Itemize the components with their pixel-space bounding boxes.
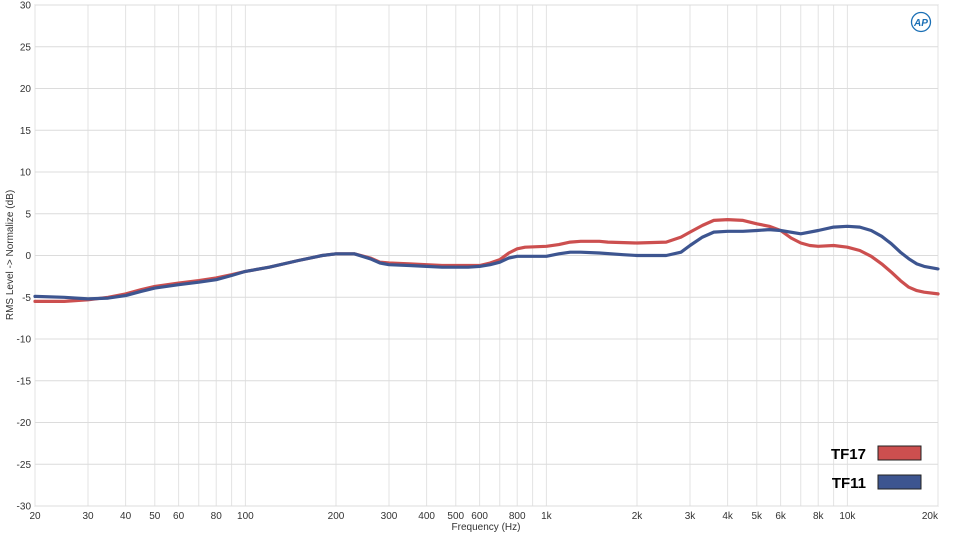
legend: TF17 TF11 bbox=[831, 445, 922, 492]
legend-swatch-tf17 bbox=[877, 445, 922, 461]
x-tick-label: 1k bbox=[541, 511, 553, 522]
x-tick-label: 500 bbox=[447, 511, 464, 522]
x-tick-label: 5k bbox=[751, 511, 763, 522]
ap-logo: AP bbox=[910, 11, 932, 33]
x-tick-label: 4k bbox=[722, 511, 734, 522]
y-axis-title: RMS Level -> Normalize (dB) bbox=[5, 190, 16, 320]
y-tick-label: -30 bbox=[17, 502, 32, 513]
y-tick-label: 5 bbox=[25, 209, 31, 220]
x-tick-label: 3k bbox=[685, 511, 697, 522]
x-tick-label: 600 bbox=[471, 511, 488, 522]
legend-label-tf17: TF17 bbox=[831, 446, 866, 463]
y-tick-label: 20 bbox=[20, 84, 32, 95]
y-tick-label: 10 bbox=[20, 168, 32, 179]
y-tick-label: -15 bbox=[17, 376, 32, 387]
x-tick-label: 400 bbox=[418, 511, 435, 522]
x-tick-label: 20k bbox=[922, 511, 939, 522]
x-tick-label: 40 bbox=[120, 511, 132, 522]
x-tick-label: 50 bbox=[149, 511, 161, 522]
legend-label-tf11: TF11 bbox=[832, 475, 866, 492]
x-tick-label: 200 bbox=[328, 511, 345, 522]
y-tick-label: 30 bbox=[20, 1, 32, 12]
x-tick-label: 30 bbox=[82, 511, 94, 522]
x-tick-label: 300 bbox=[381, 511, 398, 522]
y-axis-ticks: 30 25 20 15 10 5 0 -5 -10 -15 -20 -25 -30 bbox=[17, 1, 32, 513]
x-tick-label: 100 bbox=[237, 511, 254, 522]
x-tick-label: 8k bbox=[813, 511, 825, 522]
x-tick-label: 800 bbox=[509, 511, 526, 522]
x-tick-label: 10k bbox=[839, 511, 856, 522]
x-tick-label: 80 bbox=[211, 511, 223, 522]
x-axis-ticks: 20 30 40 50 60 80 100 200 300 400 500 600 800 1k 2k 3k 4… bbox=[29, 511, 939, 522]
y-tick-label: -5 bbox=[22, 293, 31, 304]
y-tick-label: -10 bbox=[17, 335, 32, 346]
y-tick-label: 0 bbox=[25, 251, 31, 262]
ap-logo-text: AP bbox=[913, 18, 928, 29]
legend-swatch-tf11 bbox=[877, 474, 922, 490]
series-line-tf11 bbox=[33, 224, 940, 301]
y-tick-label: 15 bbox=[20, 126, 32, 137]
x-tick-label: 6k bbox=[775, 511, 787, 522]
x-axis-title: Frequency (Hz) bbox=[452, 522, 521, 533]
x-tick-label: 60 bbox=[173, 511, 185, 522]
y-tick-label: -20 bbox=[17, 418, 32, 429]
y-tick-label: -25 bbox=[17, 460, 32, 471]
y-tick-label: 25 bbox=[20, 42, 32, 53]
ap-logo-circle bbox=[910, 11, 932, 33]
series-lines bbox=[33, 218, 940, 303]
x-tick-label: 20 bbox=[29, 511, 41, 522]
x-tick-label: 2k bbox=[632, 511, 644, 522]
